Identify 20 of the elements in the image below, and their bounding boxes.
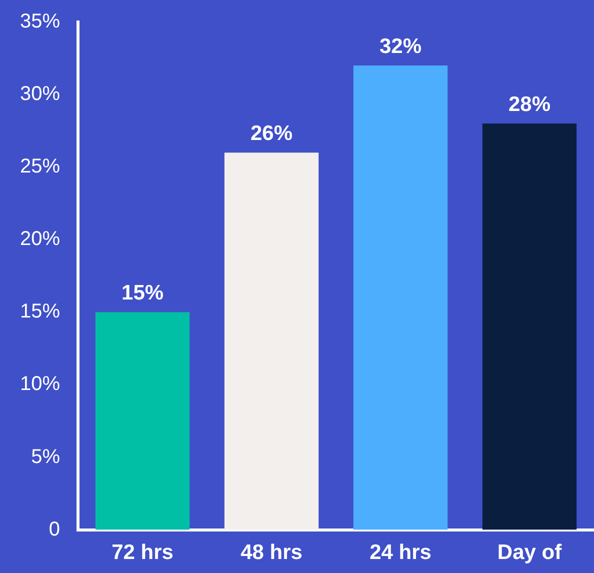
bar	[353, 66, 448, 530]
y-tick-label: 5%	[31, 446, 60, 468]
data-label: 26%	[250, 122, 293, 145]
y-tick-label: 35%	[20, 10, 60, 33]
y-tick-label: 0	[48, 518, 60, 540]
x-tick-label: 24 hrs	[370, 541, 432, 564]
x-tick-label: 48 hrs	[240, 541, 302, 564]
x-tick-label: Day of	[497, 541, 563, 564]
data-label: 15%	[122, 281, 164, 304]
y-tick-label: 10%	[20, 373, 60, 396]
y-tick-label: 30%	[20, 83, 60, 106]
bar	[224, 152, 319, 530]
y-tick-label: 25%	[20, 156, 60, 178]
y-tick-label: 15%	[20, 300, 60, 323]
data-label: 28%	[508, 92, 551, 116]
y-tick-label: 20%	[20, 228, 60, 250]
x-tick-label: 72 hrs	[112, 541, 174, 564]
data-label: 32%	[379, 34, 422, 58]
bar	[95, 312, 190, 530]
bar	[482, 124, 577, 530]
